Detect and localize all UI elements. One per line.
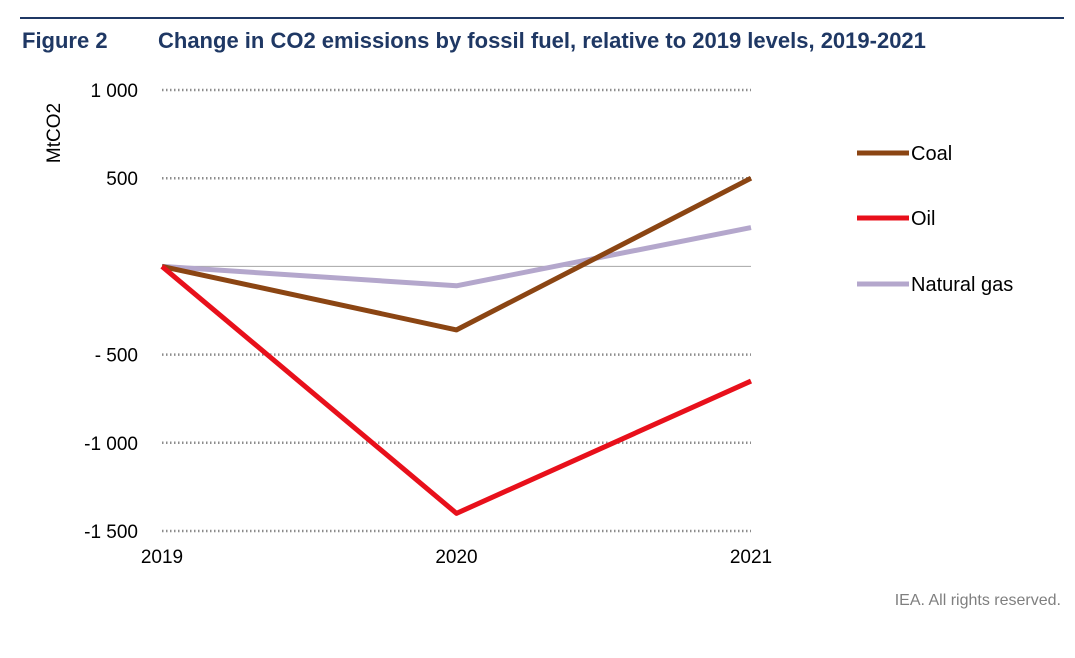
figure-label: Figure 2 (22, 28, 108, 53)
chart-title: Change in CO2 emissions by fossil fuel, … (158, 28, 926, 53)
series-line-oil (160, 264, 753, 516)
x-tick-label: 2020 (435, 547, 477, 568)
x-tick-label: 2021 (730, 547, 772, 568)
y-tick-label: 500 (106, 169, 138, 190)
y-tick-label: - 500 (95, 346, 138, 367)
x-tick-label: 2019 (141, 547, 183, 568)
series-lines (160, 175, 753, 516)
credit-text: IEA. All rights reserved. (894, 592, 1061, 609)
x-axis-ticks: 2019 2020 2021 (141, 547, 772, 568)
legend-label: Natural gas (911, 274, 1013, 296)
series-line-coal (161, 175, 753, 333)
y-tick-label: 1 000 (90, 81, 138, 102)
y-tick-label: -1 500 (84, 522, 138, 543)
legend-label: Coal (911, 143, 952, 165)
legend-label: Oil (911, 208, 935, 230)
y-axis-ticks: 1 000 500 - 500 -1 000 -1 500 (84, 81, 138, 543)
y-axis-label: MtCO2 (44, 103, 65, 163)
y-tick-label: -1 000 (84, 434, 138, 455)
gridlines (162, 88, 751, 533)
series-line-natural-gas (161, 225, 752, 289)
top-rule (20, 17, 1064, 19)
legend: Coal Oil Natural gas (857, 143, 1013, 296)
